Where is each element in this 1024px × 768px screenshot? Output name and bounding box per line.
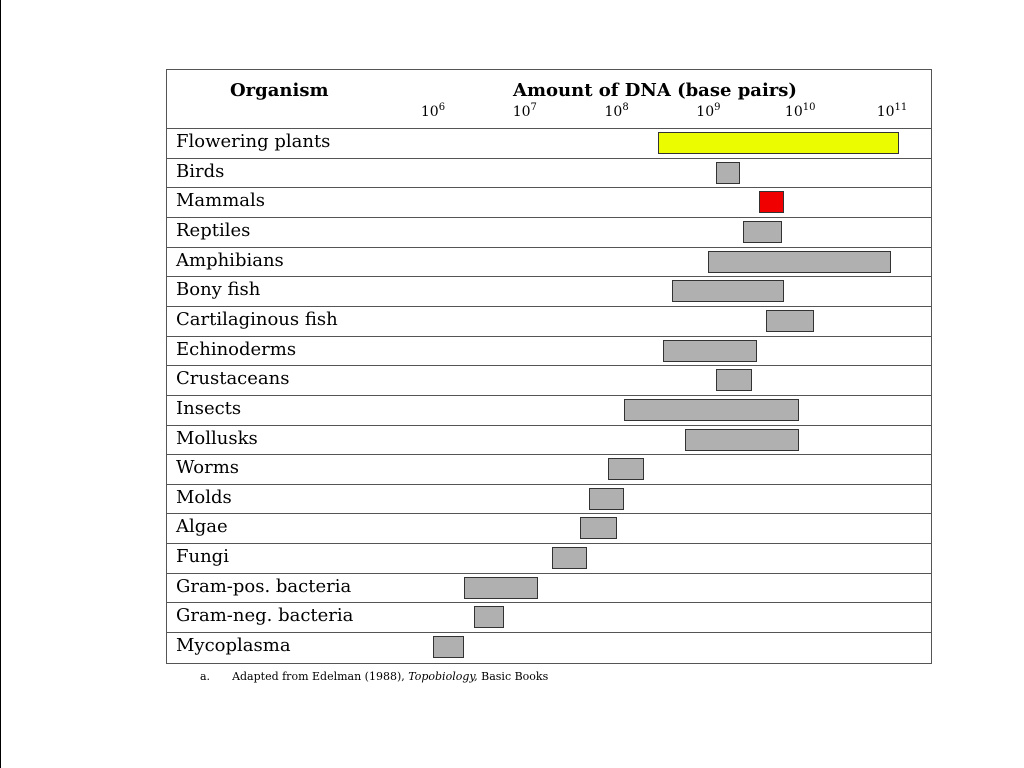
x-tick-base: 10 [784,104,803,120]
x-tick-label: 106 [421,102,445,120]
x-tick-base: 10 [420,104,439,120]
organism-row [166,424,932,455]
organism-row [166,335,932,366]
left-edge-rule [0,0,1,768]
organism-row [166,483,932,514]
x-tick-label: 109 [696,102,720,120]
x-tick-exponent: 7 [530,102,537,113]
organism-column-header: Organism [230,80,329,101]
organism-label: Reptiles [176,219,251,241]
dna-range-bar [474,606,505,629]
organism-label: Birds [176,160,225,182]
source-footnote: a. Adapted from Edelman (1988), Topobiolo… [200,670,548,683]
organism-row [166,543,932,573]
organism-row [166,157,932,188]
dna-range-bar [588,487,624,510]
x-tick-label: 107 [513,102,537,120]
organism-label: Cartilaginous fish [176,308,338,330]
organism-label: Flowering plants [176,131,331,152]
dna-range-bar [765,309,814,332]
dna-range-bar [662,339,758,362]
dna-range-bar [552,547,588,570]
organism-label: Crustaceans [176,368,290,390]
x-tick-base: 10 [512,104,531,120]
organism-row [166,246,932,277]
organism-row [166,602,932,632]
organism-row [166,513,932,543]
organism-label: Insects [176,397,242,419]
organism-row [166,305,932,336]
organism-row [166,187,932,217]
dna-amount-axis-title: Amount of DNA (base pairs) [513,80,797,101]
organism-label: Gram-pos. bacteria [176,575,352,597]
organism-row [166,454,932,484]
organism-label: Amphibians [176,249,284,271]
organism-row [166,394,932,425]
x-tick-exponent: 10 [802,102,816,113]
x-tick-exponent: 11 [894,102,908,113]
organism-label: Gram-neg. bacteria [176,605,354,627]
x-tick-exponent: 6 [438,102,446,113]
organism-row [166,128,932,158]
x-tick-label: 1011 [877,102,908,120]
dna-range-bar [623,398,799,421]
dna-range-bar [433,636,465,659]
organism-label: Worms [176,457,240,479]
organism-label: Echinoderms [176,338,297,360]
dna-range-bar [464,576,539,599]
organism-label: Bony fish [176,279,261,301]
dna-range-bar [743,220,782,243]
dna-range-bar [708,250,892,273]
organism-row [166,276,932,306]
dna-range-bar [715,161,740,184]
footnote-book-title: Topobiology, [408,670,478,683]
x-tick-label: 108 [604,102,628,120]
organism-row [166,216,932,247]
x-tick-exponent: 9 [714,102,721,113]
chart-frame [166,69,932,664]
organism-label: Fungi [176,546,229,568]
x-tick-label: 1010 [785,102,816,120]
x-tick-exponent: 8 [622,102,629,113]
organism-row [166,632,932,662]
organism-row [166,365,932,395]
organism-label: Mycoplasma [176,635,291,657]
footnote-publisher: Basic Books [481,670,549,683]
organism-label: Mammals [176,190,266,212]
dna-range-bar [671,280,784,303]
organism-label: Mollusks [176,427,258,449]
dna-range-bar [607,458,645,481]
footnote-letter: a. [200,670,211,683]
x-tick-base: 10 [696,104,715,120]
dna-range-bar [685,428,799,451]
x-tick-base: 10 [876,104,895,120]
dna-range-bar [759,191,784,214]
dna-range-bar [657,132,900,154]
organism-label: Molds [176,486,232,508]
organism-label: Algae [176,516,228,538]
organism-row [166,572,932,603]
dna-range-bar [580,517,617,540]
x-tick-base: 10 [604,104,623,120]
dna-range-bar [715,369,753,392]
footnote-text: Adapted from Edelman (1988), [232,670,405,683]
